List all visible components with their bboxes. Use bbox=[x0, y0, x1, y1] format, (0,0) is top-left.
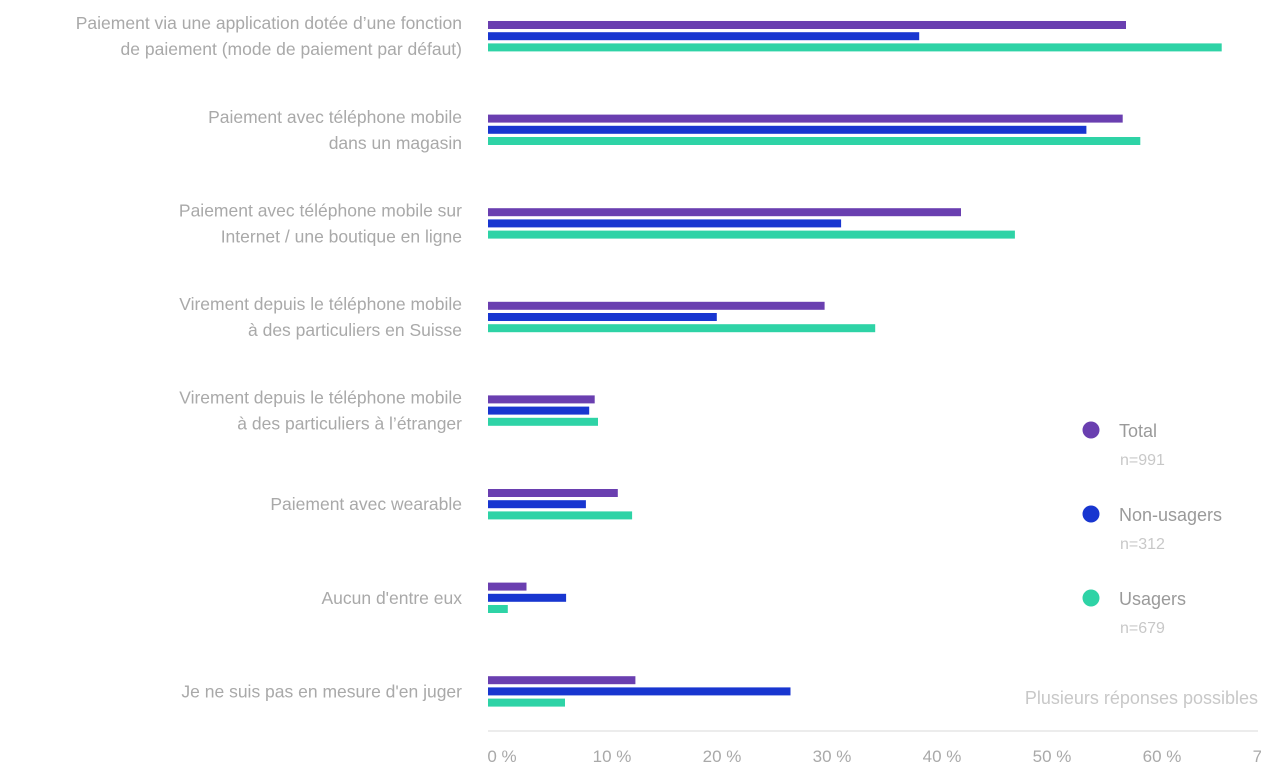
category-label: Virement depuis le téléphone mobile bbox=[179, 388, 462, 408]
bar bbox=[488, 687, 791, 696]
category-label: Virement depuis le téléphone mobile bbox=[179, 294, 462, 314]
bar bbox=[488, 32, 920, 41]
bar bbox=[488, 21, 1126, 29]
legend-sample-size: n=312 bbox=[1120, 536, 1165, 553]
bar bbox=[488, 489, 618, 497]
category-label: de paiement (mode de paiement par défaut… bbox=[121, 39, 462, 59]
bar bbox=[488, 593, 567, 602]
x-tick-label: 40 % bbox=[923, 747, 962, 766]
bar bbox=[488, 582, 527, 591]
bar bbox=[488, 43, 1222, 52]
bar bbox=[488, 230, 1015, 239]
bar bbox=[488, 208, 961, 217]
multiple-answers-note: Plusieurs réponses possibles bbox=[1025, 688, 1258, 708]
x-tick-label: 70 % bbox=[1253, 747, 1261, 766]
x-tick-label: 20 % bbox=[703, 747, 742, 766]
category-label: dans un magasin bbox=[329, 133, 462, 153]
x-axis-tick-labels: 0 % 10 % 20 % 30 % 40 % 50 % 60 % 70 % bbox=[487, 747, 1261, 766]
bar bbox=[488, 395, 595, 404]
bar bbox=[488, 676, 636, 685]
bar bbox=[488, 219, 842, 228]
x-tick-label: 0 % bbox=[487, 747, 516, 766]
category-labels: Paiement via une application dotée d’une… bbox=[76, 13, 462, 701]
bar bbox=[488, 114, 1123, 123]
legend: Total n=991 Non-usagers n=312 Usagers n=679 bbox=[1082, 421, 1222, 637]
category-label: Aucun d'entre eux bbox=[321, 588, 462, 608]
bar bbox=[488, 500, 586, 509]
category-label: Paiement via une application dotée d’une… bbox=[76, 13, 462, 33]
legend-series-name: Total bbox=[1119, 421, 1157, 441]
bar bbox=[488, 406, 590, 415]
legend-sample-size: n=679 bbox=[1120, 620, 1165, 637]
bar bbox=[488, 417, 598, 426]
category-label: Paiement avec wearable bbox=[270, 494, 462, 514]
bar bbox=[488, 324, 876, 333]
bar bbox=[488, 301, 825, 310]
bar bbox=[488, 698, 565, 707]
category-label: Internet / une boutique en ligne bbox=[221, 226, 462, 246]
bar bbox=[488, 511, 633, 520]
bar bbox=[488, 125, 1087, 134]
legend-marker bbox=[1082, 421, 1100, 439]
legend-marker bbox=[1082, 505, 1100, 523]
category-label: Paiement avec téléphone mobile sur bbox=[179, 200, 462, 220]
bar bbox=[488, 605, 508, 613]
bars bbox=[488, 21, 1222, 707]
category-label: à des particuliers à l’étranger bbox=[237, 414, 462, 434]
legend-sample-size: n=991 bbox=[1120, 452, 1165, 469]
bar bbox=[488, 137, 1141, 145]
legend-series-name: Non-usagers bbox=[1119, 505, 1222, 525]
bar bbox=[488, 313, 717, 321]
category-label: Je ne suis pas en mesure d'en juger bbox=[181, 681, 462, 701]
category-label: à des particuliers en Suisse bbox=[248, 320, 462, 340]
category-label: Paiement avec téléphone mobile bbox=[208, 107, 462, 127]
legend-marker bbox=[1082, 589, 1100, 607]
x-tick-label: 60 % bbox=[1143, 747, 1182, 766]
x-tick-label: 50 % bbox=[1033, 747, 1072, 766]
legend-series-name: Usagers bbox=[1119, 589, 1186, 609]
x-tick-label: 10 % bbox=[593, 747, 632, 766]
x-tick-label: 30 % bbox=[813, 747, 852, 766]
